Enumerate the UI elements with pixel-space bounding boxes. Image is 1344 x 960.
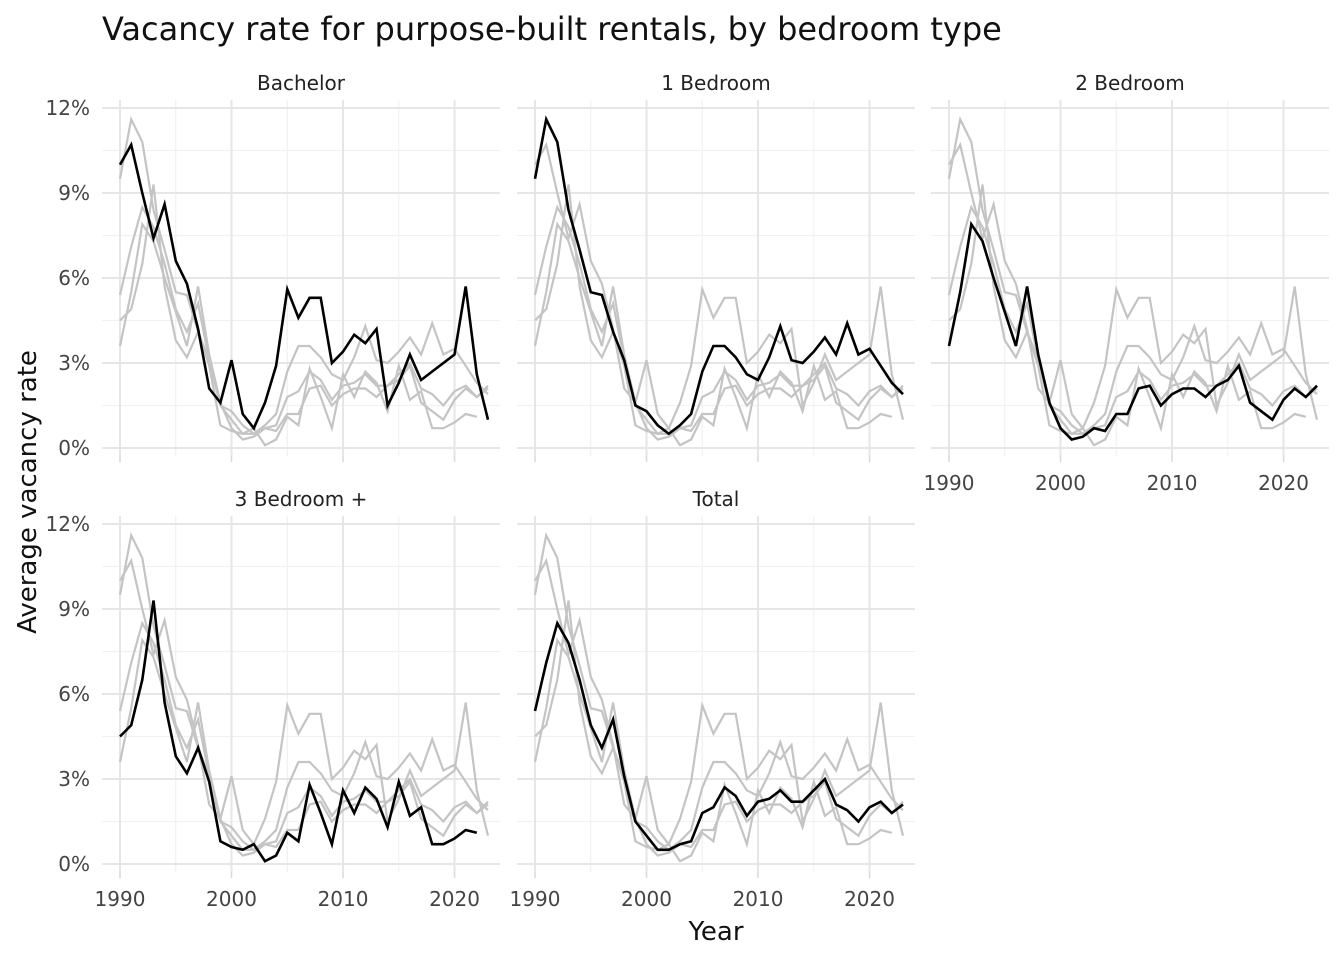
y-axis-title: Average vacancy rate: [13, 350, 43, 634]
y-tick-label: 0%: [58, 436, 90, 460]
context-line-total: [947, 204, 1318, 435]
series-line-1-bedroom: [533, 115, 904, 436]
y-tick-label: 3%: [58, 767, 90, 791]
context-line-1-bedroom: [533, 531, 904, 852]
y-tick-label: 0%: [58, 852, 90, 876]
context-line-3-bedroom: [119, 184, 478, 447]
facet-label: 3 Bedroom +: [235, 487, 368, 511]
series-line-2-bedroom: [947, 220, 1318, 441]
facet-label: 1 Bedroom: [661, 71, 771, 95]
context-line-bachelor: [534, 141, 905, 431]
series-line-bachelor: [118, 141, 490, 431]
context-line-bachelor: [119, 557, 490, 847]
x-tick-label: 2010: [733, 887, 784, 911]
context-line-total: [533, 204, 904, 435]
x-tick-label: 2010: [1147, 471, 1198, 495]
facet-panels: Bachelor 0% 3% 6% 9% 12% 1 Bedroom 2 Bedroom 199…: [46, 71, 1329, 911]
panel-total: Total 1990 2000 2010 2020: [510, 487, 915, 911]
context-line-3-bedroom: [534, 600, 893, 863]
y-tick-label: 9%: [58, 597, 90, 621]
x-tick-label: 2000: [621, 887, 672, 911]
series-line-3-bedroom: [119, 600, 478, 863]
x-tick-label: 2020: [844, 887, 895, 911]
x-tick-label: 2000: [206, 887, 257, 911]
x-tick-label: 2020: [429, 887, 480, 911]
facet-label: Bachelor: [257, 71, 346, 95]
panel-3-bedroom: 3 Bedroom + 0% 3% 6% 9% 12% 1990 2000 2010 2020: [46, 487, 500, 911]
panel-2-bedroom: 2 Bedroom 1990 2000 2010 2020: [924, 71, 1329, 495]
facet-label: 2 Bedroom: [1075, 71, 1185, 95]
panel-1-bedroom: 1 Bedroom: [517, 71, 915, 462]
context-line-1-bedroom: [118, 115, 489, 436]
context-line-3-bedroom: [534, 184, 893, 447]
x-tick-label: 2010: [318, 887, 369, 911]
context-line-total: [118, 620, 489, 851]
x-tick-label: 1990: [95, 887, 146, 911]
x-tick-label: 1990: [510, 887, 561, 911]
series-line-total: [533, 619, 904, 852]
context-line-1-bedroom: [947, 115, 1318, 436]
x-tick-label: 2000: [1035, 471, 1086, 495]
x-tick-label: 1990: [924, 471, 975, 495]
x-axis-title: Year: [687, 917, 743, 947]
y-tick-label: 6%: [58, 682, 90, 706]
y-tick-label: 3%: [58, 351, 90, 375]
y-tick-label: 12%: [46, 512, 90, 536]
context-line-bachelor: [534, 557, 905, 847]
y-tick-label: 12%: [46, 96, 90, 120]
context-line-bachelor: [948, 141, 1319, 431]
x-tick-label: 2020: [1258, 471, 1309, 495]
chart-title: Vacancy rate for purpose-built rentals, …: [102, 10, 1002, 48]
y-tick-label: 6%: [58, 266, 90, 290]
panel-bachelor: Bachelor 0% 3% 6% 9% 12%: [46, 71, 500, 462]
context-line-1-bedroom: [118, 531, 489, 852]
context-line-total: [118, 204, 489, 435]
y-tick-label: 9%: [58, 181, 90, 205]
facet-label: Total: [692, 487, 740, 511]
